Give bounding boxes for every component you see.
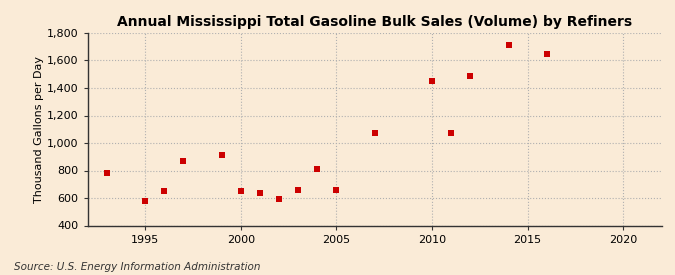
Text: Source: U.S. Energy Information Administration: Source: U.S. Energy Information Administ… (14, 262, 260, 272)
Point (446, 131, 456, 135)
Point (216, 153, 227, 158)
Point (254, 190, 265, 195)
Title: Annual Mississippi Total Gasoline Bulk Sales (Volume) by Refiners: Annual Mississippi Total Gasoline Bulk S… (117, 15, 632, 29)
Point (178, 159, 189, 163)
Y-axis label: Thousand Gallons per Day: Thousand Gallons per Day (34, 56, 45, 203)
Point (465, 73, 476, 78)
Point (140, 199, 151, 203)
Point (503, 43, 514, 48)
Point (427, 79, 437, 83)
Point (541, 51, 552, 56)
Point (273, 197, 284, 202)
Point (236, 189, 246, 193)
Point (101, 171, 112, 175)
Point (331, 188, 342, 192)
Point (312, 167, 323, 171)
Point (159, 189, 169, 193)
Point (293, 188, 304, 192)
Point (369, 131, 380, 135)
